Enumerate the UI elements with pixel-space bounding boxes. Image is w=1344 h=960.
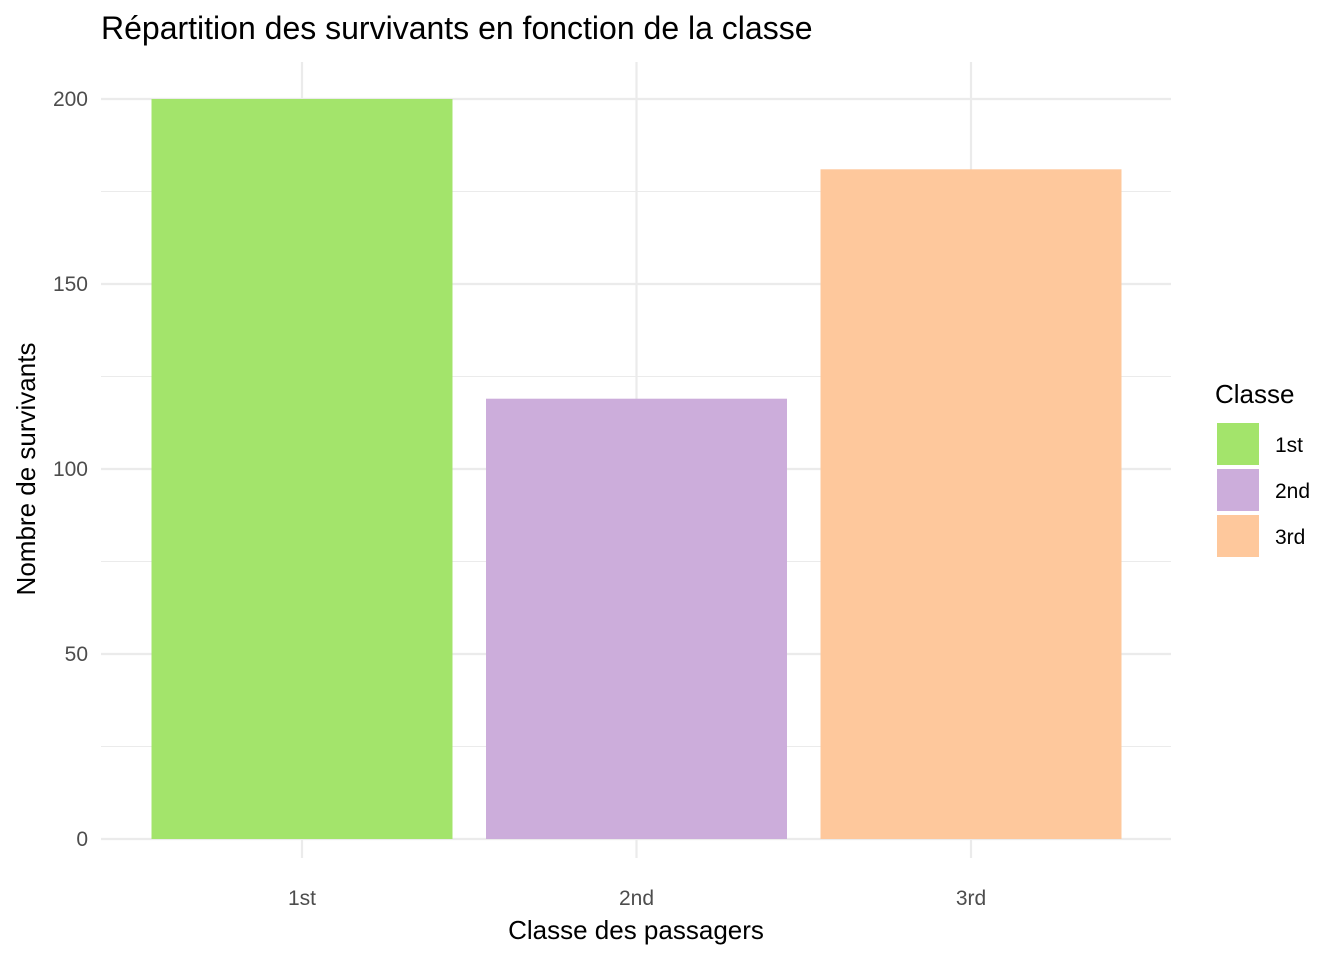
- legend-title: Classe: [1215, 379, 1294, 409]
- x-tick-label: 1st: [288, 887, 316, 910]
- bar-3rd: [820, 169, 1122, 840]
- legend-key-3rd: [1217, 515, 1259, 557]
- legend-key-2nd: [1217, 469, 1259, 511]
- y-tick-label: 0: [76, 828, 88, 851]
- legend: Classe 1st 2nd 3rd: [1215, 379, 1310, 557]
- y-tick-label: 100: [53, 458, 88, 481]
- y-axis-title: Nombre de survivants: [11, 343, 41, 596]
- y-tick-label: 50: [65, 643, 88, 666]
- bar-1st: [151, 99, 453, 839]
- y-axis: 0 50 100 150 200: [53, 88, 88, 851]
- bar-2nd: [486, 398, 787, 839]
- legend-label-3rd: 3rd: [1275, 526, 1305, 549]
- y-tick-label: 200: [53, 88, 88, 111]
- legend-label-1st: 1st: [1275, 434, 1303, 457]
- y-tick-label: 150: [53, 273, 88, 296]
- bars: [151, 99, 1122, 840]
- x-tick-label: 3rd: [956, 887, 986, 910]
- x-tick-label: 2nd: [619, 887, 654, 910]
- legend-key-1st: [1217, 423, 1259, 465]
- x-axis: 1st 2nd 3rd: [288, 887, 986, 910]
- legend-label-2nd: 2nd: [1275, 480, 1310, 503]
- x-axis-title: Classe des passagers: [508, 915, 764, 945]
- chart-title: Répartition des survivants en fonction d…: [101, 10, 813, 46]
